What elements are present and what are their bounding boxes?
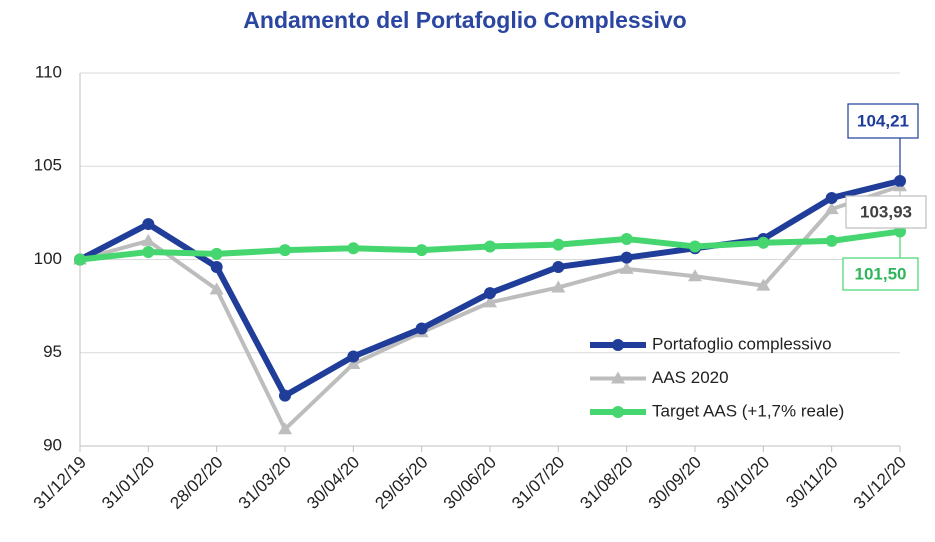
point: [757, 236, 770, 249]
point: [484, 287, 496, 300]
legend-marker: [612, 406, 624, 418]
point: [825, 191, 838, 204]
point: [347, 242, 360, 255]
label-box: [845, 195, 927, 229]
x-tick-label: 30/09/20: [645, 453, 705, 513]
value-label: 103,93: [860, 202, 912, 221]
point: [278, 422, 292, 435]
point: [825, 234, 838, 247]
point: [209, 282, 224, 295]
x-tick-label: 31/12/19: [30, 453, 90, 513]
point: [552, 238, 565, 251]
legend-marker: [612, 339, 624, 351]
point: [279, 244, 291, 257]
legend-label: Portafoglio complessivo: [652, 334, 832, 353]
y-tick-label: 105: [34, 156, 62, 175]
point: [142, 218, 155, 231]
point: [551, 280, 566, 293]
legend-label: AAS 2020: [652, 368, 729, 387]
x-tick-label: 31/07/20: [508, 453, 568, 513]
point: [756, 278, 771, 291]
point: [142, 246, 155, 259]
x-tick-label: 28/02/20: [166, 453, 226, 513]
point: [483, 295, 497, 308]
point: [484, 240, 496, 253]
y-tick-label: 110: [35, 62, 62, 81]
point: [74, 253, 86, 266]
series-line: [79, 184, 901, 432]
y-tick-label: 90: [43, 435, 62, 454]
x-tick-label: 31/01/20: [98, 453, 158, 513]
x-tick-label: 31/12/20: [850, 453, 910, 513]
x-tick-label: 30/04/20: [303, 453, 363, 513]
legend-label: Target AAS (+1,7% reale): [652, 401, 844, 420]
y-tick-label: 100: [34, 249, 62, 268]
point: [415, 322, 428, 335]
point: [552, 260, 565, 273]
point: [619, 261, 634, 274]
legend-marker: [611, 371, 625, 384]
point: [347, 350, 360, 363]
label-box: [847, 103, 919, 139]
value-label: 104,21: [857, 111, 909, 130]
x-tick-label: 31/03/20: [235, 453, 295, 513]
point: [620, 232, 633, 245]
x-tick-label: 31/08/20: [576, 453, 636, 513]
point: [210, 260, 223, 273]
point: [689, 240, 701, 253]
point: [824, 202, 839, 215]
point: [415, 244, 428, 257]
label-box: [842, 257, 919, 291]
value-label: 101,50: [855, 264, 907, 283]
x-tick-label: 29/05/20: [371, 453, 431, 513]
point: [620, 251, 633, 264]
point: [141, 233, 156, 246]
x-tick-label: 30/06/20: [440, 453, 500, 513]
point: [346, 356, 361, 369]
point: [210, 247, 223, 260]
x-tick-label: 30/10/20: [713, 453, 773, 513]
point: [688, 269, 702, 282]
chart-title: Andamento del Portafoglio Complessivo: [243, 7, 686, 33]
x-tick-label: 30/11/20: [782, 453, 841, 512]
point: [279, 389, 291, 402]
y-tick-label: 95: [43, 342, 62, 361]
